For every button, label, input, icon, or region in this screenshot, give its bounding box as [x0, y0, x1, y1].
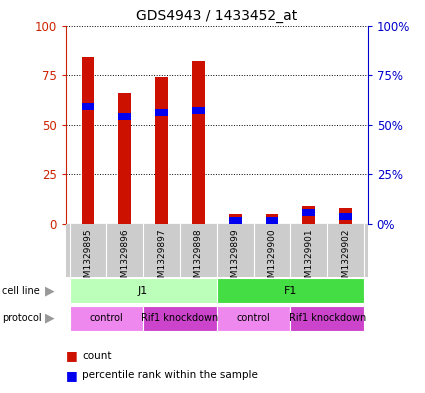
Text: protocol: protocol [2, 313, 42, 323]
Text: cell line: cell line [2, 286, 40, 296]
Bar [339, 213, 352, 220]
Text: ▶: ▶ [45, 312, 55, 325]
Text: GSM1329899: GSM1329899 [231, 228, 240, 289]
Bar [192, 107, 205, 114]
Bar [229, 214, 241, 224]
Text: control: control [237, 313, 270, 323]
Text: Rif1 knockdown: Rif1 knockdown [289, 313, 366, 323]
Bar [339, 208, 352, 224]
Bar [66, 224, 368, 277]
Text: ■: ■ [66, 369, 78, 382]
Text: GSM1329898: GSM1329898 [194, 228, 203, 289]
Bar [229, 217, 241, 224]
Bar [302, 206, 315, 224]
Bar [155, 109, 168, 116]
Text: count: count [82, 351, 111, 361]
Bar [82, 103, 94, 110]
Bar [266, 217, 278, 224]
Text: GSM1329897: GSM1329897 [157, 228, 166, 289]
Bar [143, 306, 217, 331]
Text: GSM1329900: GSM1329900 [267, 228, 276, 289]
Text: GSM1329895: GSM1329895 [83, 228, 93, 289]
Bar [266, 214, 278, 224]
Bar [118, 93, 131, 224]
Text: Rif1 knockdown: Rif1 knockdown [142, 313, 218, 323]
Text: ▶: ▶ [45, 284, 55, 298]
Bar [217, 278, 364, 303]
Title: GDS4943 / 1433452_at: GDS4943 / 1433452_at [136, 9, 298, 23]
Text: GSM1329901: GSM1329901 [304, 228, 313, 289]
Text: ■: ■ [66, 349, 78, 362]
Text: F1: F1 [283, 286, 297, 296]
Bar [155, 77, 168, 224]
Bar [290, 306, 364, 331]
Text: control: control [90, 313, 123, 323]
Bar [70, 306, 143, 331]
Bar [217, 306, 290, 331]
Text: J1: J1 [138, 286, 148, 296]
Bar [302, 209, 315, 216]
Text: percentile rank within the sample: percentile rank within the sample [82, 370, 258, 380]
Bar [192, 61, 205, 224]
Bar [70, 278, 217, 303]
Text: GSM1329896: GSM1329896 [120, 228, 129, 289]
Bar [82, 57, 94, 224]
Text: GSM1329902: GSM1329902 [341, 228, 350, 289]
Bar [118, 113, 131, 120]
